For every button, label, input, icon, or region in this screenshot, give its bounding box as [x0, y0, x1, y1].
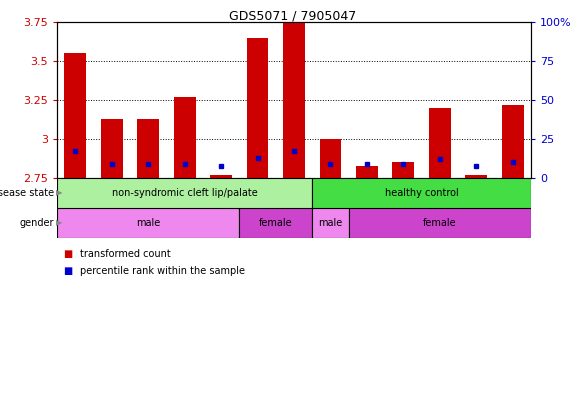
Bar: [166, 178, 203, 233]
Text: GSM1045521: GSM1045521: [289, 180, 298, 231]
Text: GSM1045526: GSM1045526: [435, 180, 444, 231]
Text: disease state: disease state: [0, 188, 54, 198]
Bar: [312, 178, 531, 208]
Text: healthy control: healthy control: [385, 188, 458, 198]
Bar: [312, 178, 349, 233]
Bar: [239, 178, 276, 233]
Bar: [173, 97, 196, 178]
Text: GSM1045528: GSM1045528: [472, 180, 481, 231]
Bar: [137, 119, 159, 178]
Text: GSM1045522: GSM1045522: [180, 180, 189, 231]
Text: transformed count: transformed count: [80, 249, 171, 259]
Bar: [276, 178, 312, 233]
Text: GSM1045525: GSM1045525: [326, 180, 335, 231]
Text: GSM1045519: GSM1045519: [144, 180, 153, 231]
Bar: [349, 178, 385, 233]
Text: GDS5071 / 7905047: GDS5071 / 7905047: [229, 10, 357, 23]
Bar: [101, 119, 122, 178]
Text: male: male: [136, 218, 161, 228]
Text: GSM1045518: GSM1045518: [107, 180, 116, 231]
Bar: [502, 105, 524, 178]
Bar: [57, 178, 312, 208]
Text: ▶: ▶: [56, 189, 63, 198]
Text: GSM1045523: GSM1045523: [217, 180, 226, 231]
Text: female: female: [259, 218, 292, 228]
Bar: [203, 178, 239, 233]
Text: GSM1045520: GSM1045520: [253, 180, 262, 231]
Text: ▶: ▶: [56, 219, 63, 228]
Bar: [64, 53, 86, 178]
Bar: [465, 175, 487, 178]
Bar: [319, 139, 342, 178]
Text: ■: ■: [63, 249, 72, 259]
Bar: [239, 208, 312, 238]
Bar: [393, 162, 414, 178]
Bar: [210, 175, 232, 178]
Bar: [130, 178, 166, 233]
Text: gender: gender: [19, 218, 54, 228]
Bar: [247, 38, 268, 178]
Bar: [356, 165, 378, 178]
Bar: [385, 178, 421, 233]
Text: percentile rank within the sample: percentile rank within the sample: [80, 266, 246, 276]
Text: male: male: [318, 218, 343, 228]
Text: non-syndromic cleft lip/palate: non-syndromic cleft lip/palate: [112, 188, 257, 198]
Bar: [495, 178, 531, 233]
Bar: [421, 178, 458, 233]
Bar: [429, 108, 451, 178]
Bar: [57, 178, 93, 233]
Bar: [349, 208, 531, 238]
Text: GSM1045529: GSM1045529: [508, 180, 517, 231]
Text: GSM1045527: GSM1045527: [362, 180, 372, 231]
Bar: [312, 208, 349, 238]
Bar: [283, 22, 305, 178]
Text: ■: ■: [63, 266, 72, 276]
Text: GSM1045517: GSM1045517: [71, 180, 80, 231]
Bar: [57, 208, 239, 238]
Text: female: female: [423, 218, 456, 228]
Text: GSM1045524: GSM1045524: [399, 180, 408, 231]
Bar: [458, 178, 495, 233]
Bar: [93, 178, 130, 233]
